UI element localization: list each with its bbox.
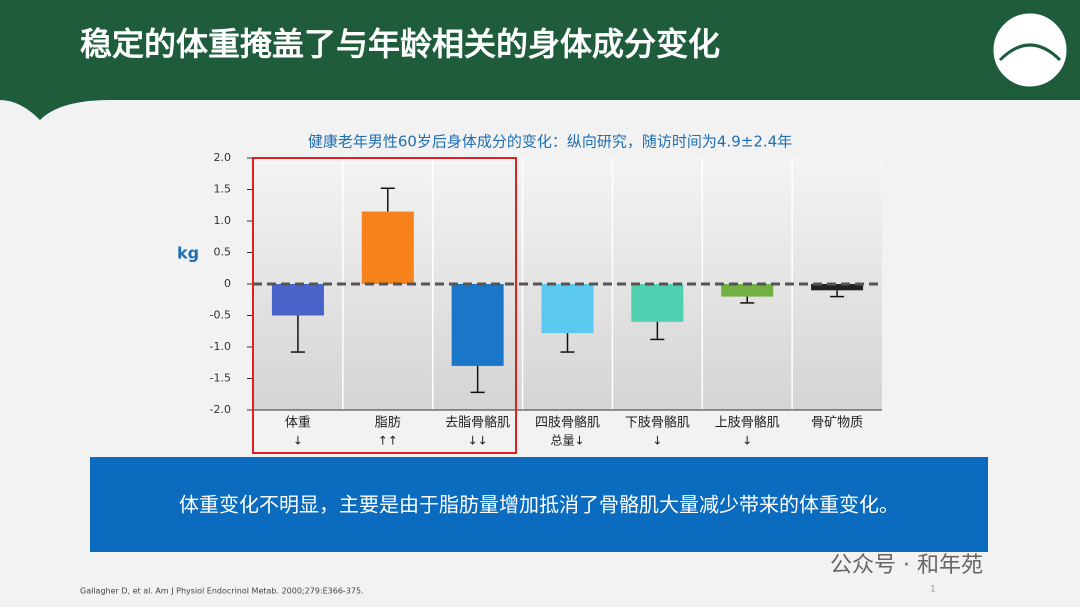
bar — [271, 284, 324, 316]
bar — [721, 284, 774, 297]
chart-title: 健康老年男性60岁后身体成分的变化：纵向研究，随访时间为4.9±2.4年 — [308, 133, 792, 151]
x-tick-label: 体重 — [285, 415, 311, 431]
x-tick-note: ↑↑ — [378, 434, 398, 448]
x-tick-label: 骨矿物质 — [811, 416, 863, 431]
bar — [451, 284, 504, 366]
slide-title: 稳定的体重掩盖了与年龄相关的身体成分变化 — [80, 25, 720, 63]
x-tick-note: ↓ — [742, 434, 752, 448]
bar — [811, 284, 864, 291]
y-tick-label: 0 — [224, 277, 231, 290]
callout-box — [90, 457, 988, 552]
y-tick-label: -0.5 — [210, 309, 231, 322]
x-tick-label: 脂肪 — [375, 415, 401, 431]
footnote: Gallagher D, et al. Am J Physiol Endocri… — [80, 587, 364, 596]
x-tick-note: 总量↓ — [550, 434, 584, 448]
y-tick-label: 1.0 — [214, 214, 232, 227]
y-tick-label: 2.0 — [214, 151, 232, 164]
bar — [541, 284, 594, 334]
x-tick-label: 下肢骨骼肌 — [625, 415, 690, 431]
page-number: 1 — [930, 585, 936, 595]
x-tick-label: 四肢骨骼肌 — [535, 415, 600, 431]
x-tick-label: 上肢骨骼肌 — [715, 415, 780, 431]
logo-mark — [998, 43, 1062, 62]
y-axis-label: kg — [177, 244, 199, 263]
y-tick-label: 1.5 — [214, 183, 232, 196]
y-tick-label: -2.0 — [210, 403, 231, 416]
watermark: 公众号 · 和年苑 — [830, 553, 983, 578]
callout-text: 体重变化不明显，主要是由于脂肪量增加抵消了骨骼肌大量减少带来的体重变化。 — [179, 493, 899, 517]
x-tick-note: ↓↓ — [468, 434, 488, 448]
highlight-box — [252, 157, 517, 454]
logo — [990, 10, 1070, 90]
header-band — [0, 0, 1080, 120]
x-tick-note: ↓ — [293, 434, 303, 448]
y-tick-label: -1.0 — [210, 340, 231, 353]
bar — [631, 284, 684, 322]
y-tick-label: -1.5 — [210, 372, 231, 385]
bar — [361, 211, 414, 284]
x-tick-note: ↓ — [652, 434, 662, 448]
y-tick-label: 0.5 — [214, 246, 232, 259]
x-tick-label: 去脂骨骼肌 — [445, 415, 510, 431]
